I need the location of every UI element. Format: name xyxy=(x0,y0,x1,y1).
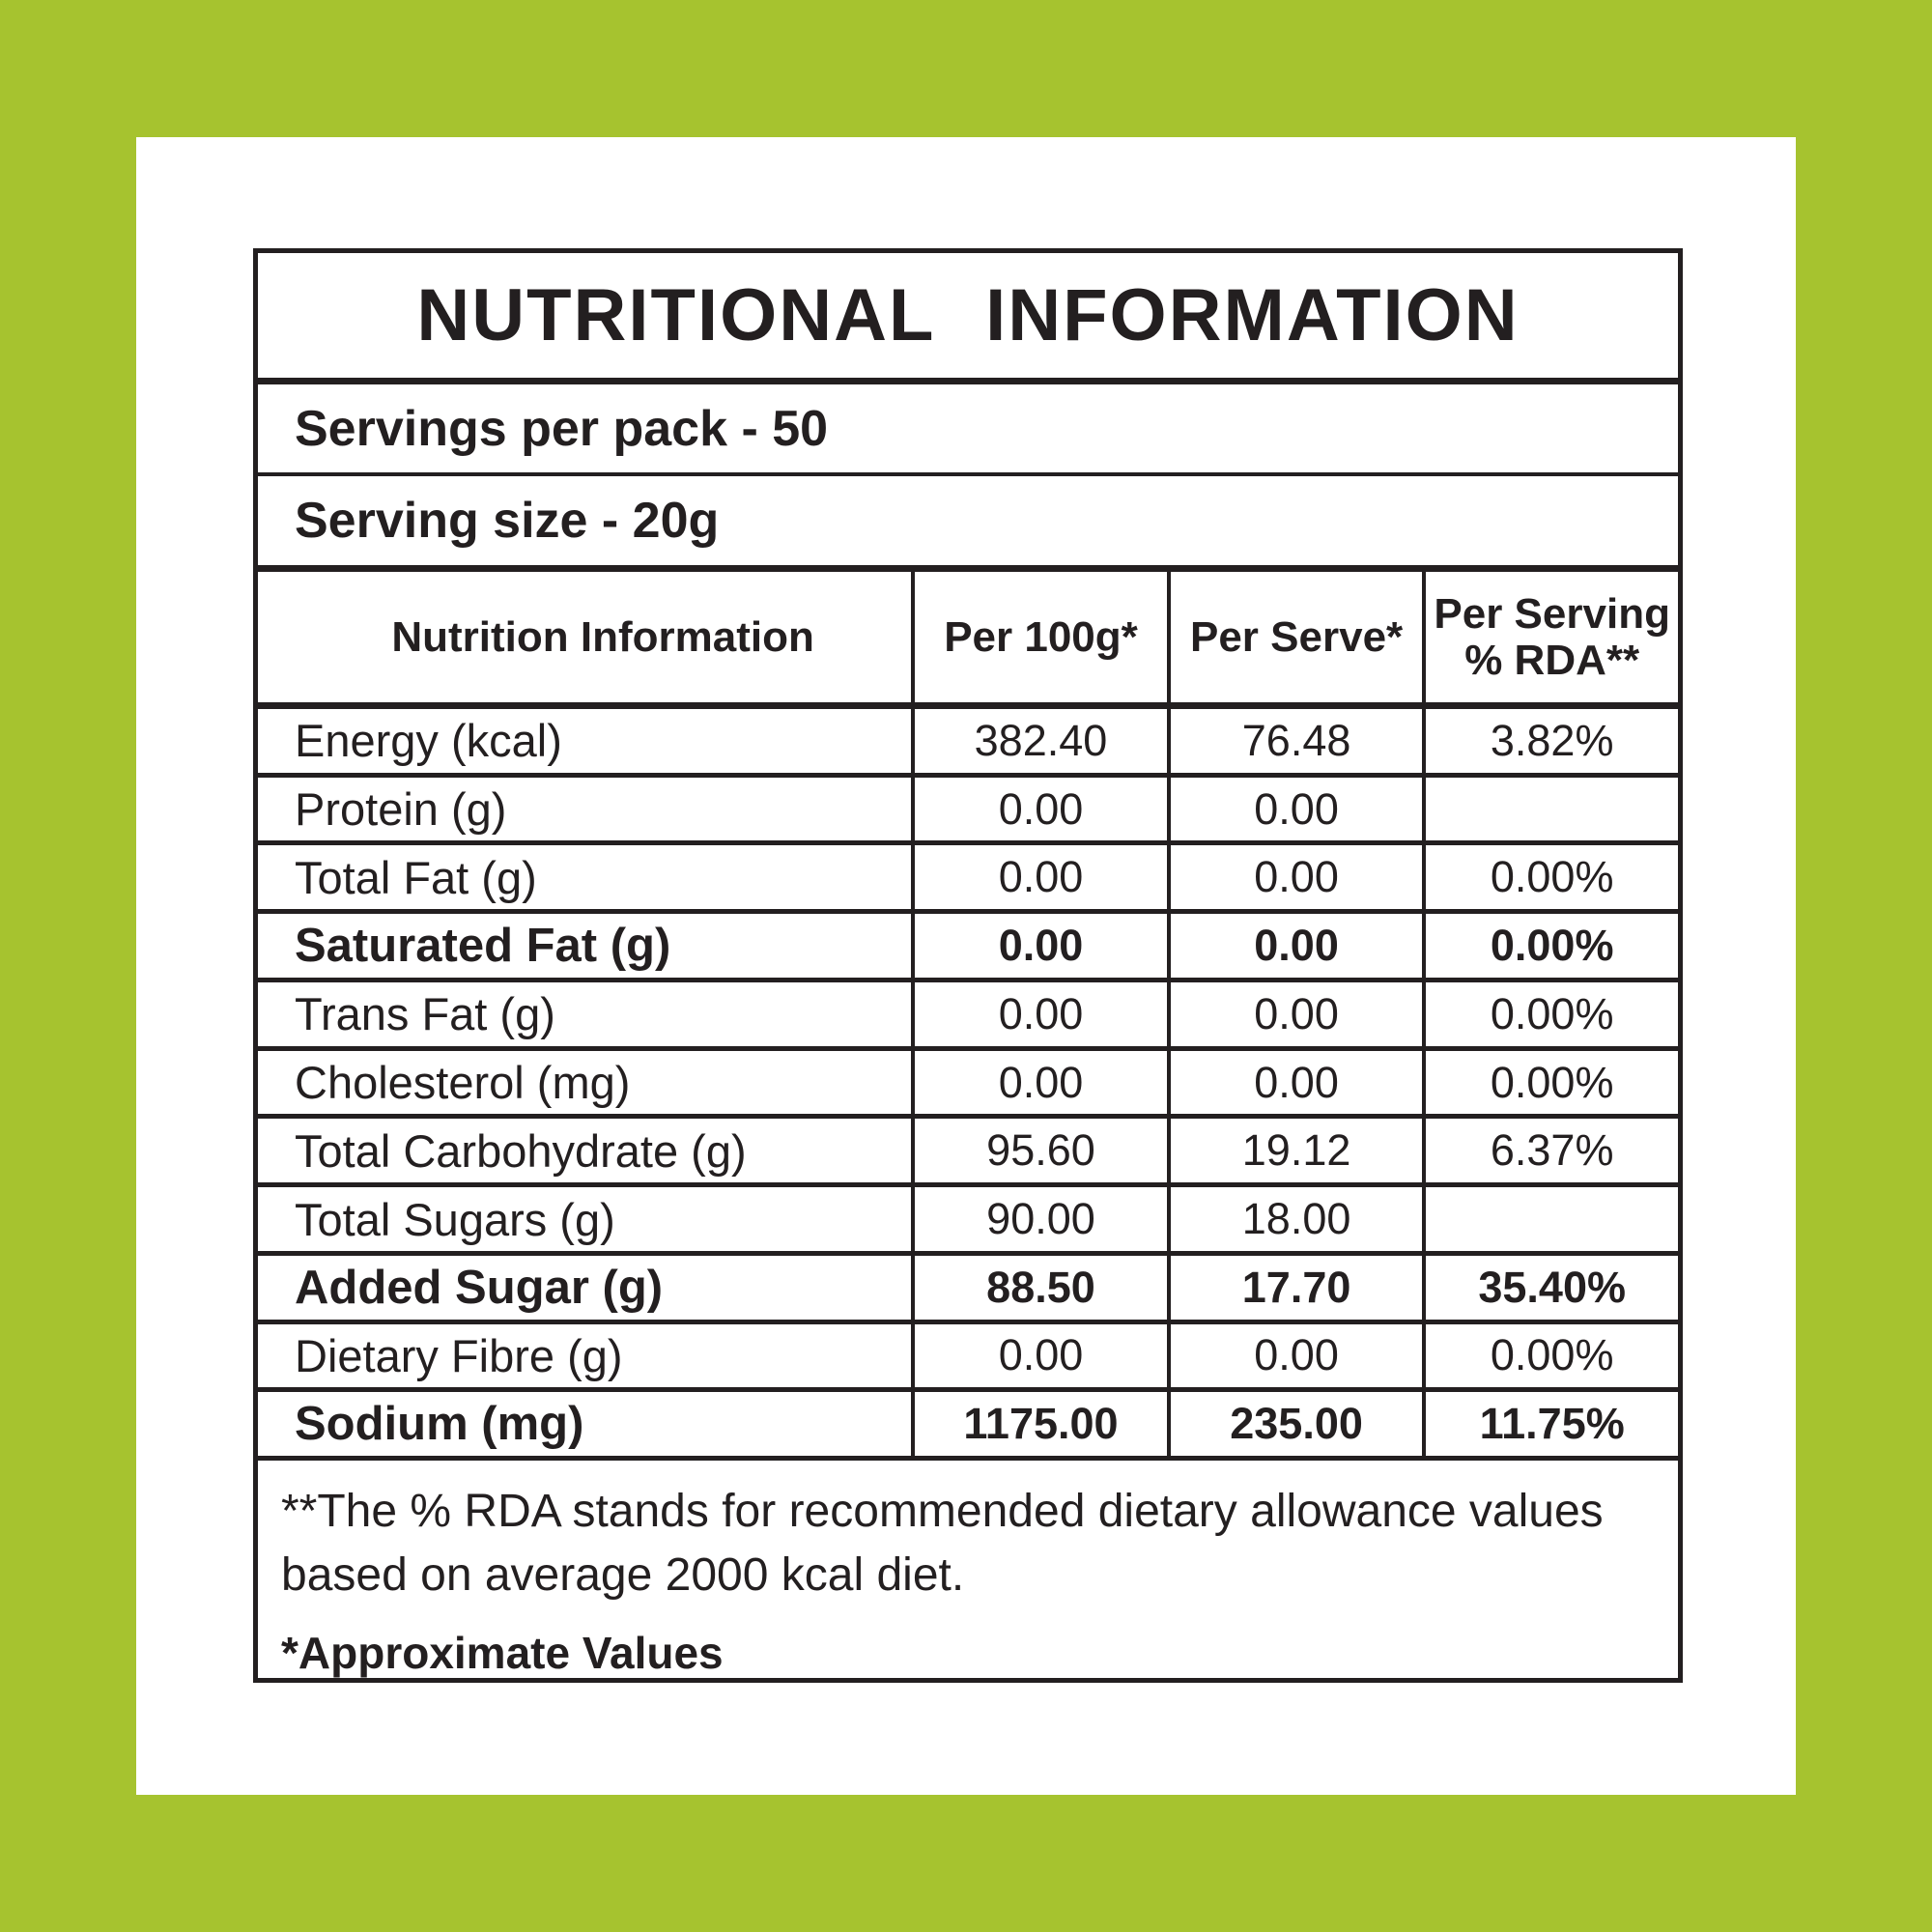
value-per-100g: 88.50 xyxy=(911,1255,1167,1320)
value-per-serve: 0.00 xyxy=(1166,1323,1423,1388)
servings-per-pack: Servings per pack - 50 xyxy=(258,384,1678,476)
serving-size: Serving size - 20g xyxy=(258,476,1678,572)
nutrient-row: Total Sugars (g) 90.00 18.00 xyxy=(258,1187,1678,1256)
col-header-per-serve: Per Serve* xyxy=(1166,572,1423,702)
value-per-serve: 76.48 xyxy=(1166,709,1423,773)
value-rda: 6.37% xyxy=(1422,1119,1678,1183)
nutrient-row: Sodium (mg) 1175.00 235.00 11.75% xyxy=(258,1392,1678,1462)
nutrient-row: Saturated Fat (g) 0.00 0.00 0.00% xyxy=(258,914,1678,982)
value-per-100g: 0.00 xyxy=(911,1323,1167,1388)
value-per-100g: 0.00 xyxy=(911,981,1167,1046)
col-header-per-100g: Per 100g* xyxy=(911,572,1167,702)
nutrient-row: Trans Fat (g) 0.00 0.00 0.00% xyxy=(258,981,1678,1051)
nutrient-row: Energy (kcal) 382.40 76.48 3.82% xyxy=(258,709,1678,778)
value-per-serve: 0.00 xyxy=(1166,777,1423,841)
value-per-serve: 18.00 xyxy=(1166,1187,1423,1251)
nutrient-label: Total Sugars (g) xyxy=(295,1193,615,1245)
value-per-serve: 0.00 xyxy=(1166,914,1423,978)
value-per-serve: 0.00 xyxy=(1166,981,1423,1046)
nutrient-label: Total Carbohydrate (g) xyxy=(295,1124,747,1177)
footnotes: **The % RDA stands for recommended dieta… xyxy=(258,1461,1678,1678)
nutrient-row: Dietary Fibre (g) 0.00 0.00 0.00% xyxy=(258,1323,1678,1393)
table-title: NUTRITIONAL INFORMATION xyxy=(258,253,1678,384)
value-rda: 0.00% xyxy=(1422,914,1678,978)
approximate-values-note: *Approximate Values xyxy=(281,1628,724,1679)
value-per-serve: 17.70 xyxy=(1166,1255,1423,1320)
label-panel: NUTRITIONAL INFORMATION Servings per pac… xyxy=(136,137,1796,1795)
nutrient-label: Saturated Fat (g) xyxy=(295,920,671,973)
nutrient-row: Added Sugar (g) 88.50 17.70 35.40% xyxy=(258,1255,1678,1324)
nutrient-rows: Energy (kcal) 382.40 76.48 3.82% Protein (g)… xyxy=(258,709,1678,1462)
value-rda: 35.40% xyxy=(1422,1255,1678,1320)
nutrient-row: Protein (g) 0.00 0.00 xyxy=(258,777,1678,846)
col-header-per-serving-rda: Per Serving % RDA** xyxy=(1422,572,1678,702)
header-row: Nutrition Information Per 100g* Per Serv… xyxy=(258,572,1678,709)
nutrient-label: Total Fat (g) xyxy=(295,851,537,903)
value-rda: 11.75% xyxy=(1422,1392,1678,1457)
nutrient-row: Cholesterol (mg) 0.00 0.00 0.00% xyxy=(258,1050,1678,1120)
value-rda: 3.82% xyxy=(1422,709,1678,773)
col-header-nutrition-information: Nutrition Information xyxy=(391,612,814,661)
nutrient-label: Sodium (mg) xyxy=(295,1398,584,1451)
nutrient-label: Energy (kcal) xyxy=(295,715,562,767)
value-per-100g: 382.40 xyxy=(911,709,1167,773)
nutrient-label: Dietary Fibre (g) xyxy=(295,1329,623,1381)
nutrient-label: Added Sugar (g) xyxy=(295,1261,664,1314)
value-per-serve: 235.00 xyxy=(1166,1392,1423,1457)
value-rda xyxy=(1422,1187,1678,1251)
nutrient-row: Total Fat (g) 0.00 0.00 0.00% xyxy=(258,845,1678,915)
value-per-serve: 19.12 xyxy=(1166,1119,1423,1183)
nutrient-label: Trans Fat (g) xyxy=(295,988,555,1040)
nutrient-label: Cholesterol (mg) xyxy=(295,1057,631,1109)
value-rda: 0.00% xyxy=(1422,845,1678,910)
value-rda: 0.00% xyxy=(1422,981,1678,1046)
nutrition-table: NUTRITIONAL INFORMATION Servings per pac… xyxy=(253,248,1683,1683)
value-per-100g: 0.00 xyxy=(911,1050,1167,1115)
nutrient-row: Total Carbohydrate (g) 95.60 19.12 6.37% xyxy=(258,1119,1678,1188)
value-per-100g: 90.00 xyxy=(911,1187,1167,1251)
value-rda: 0.00% xyxy=(1422,1323,1678,1388)
value-per-100g: 0.00 xyxy=(911,914,1167,978)
value-per-100g: 0.00 xyxy=(911,845,1167,910)
rda-footnote: **The % RDA stands for recommended dieta… xyxy=(281,1486,1604,1602)
value-per-serve: 0.00 xyxy=(1166,1050,1423,1115)
value-rda: 0.00% xyxy=(1422,1050,1678,1115)
value-rda xyxy=(1422,777,1678,841)
value-per-100g: 1175.00 xyxy=(911,1392,1167,1457)
value-per-100g: 95.60 xyxy=(911,1119,1167,1183)
value-per-100g: 0.00 xyxy=(911,777,1167,841)
nutrient-label: Protein (g) xyxy=(295,783,507,836)
value-per-serve: 0.00 xyxy=(1166,845,1423,910)
